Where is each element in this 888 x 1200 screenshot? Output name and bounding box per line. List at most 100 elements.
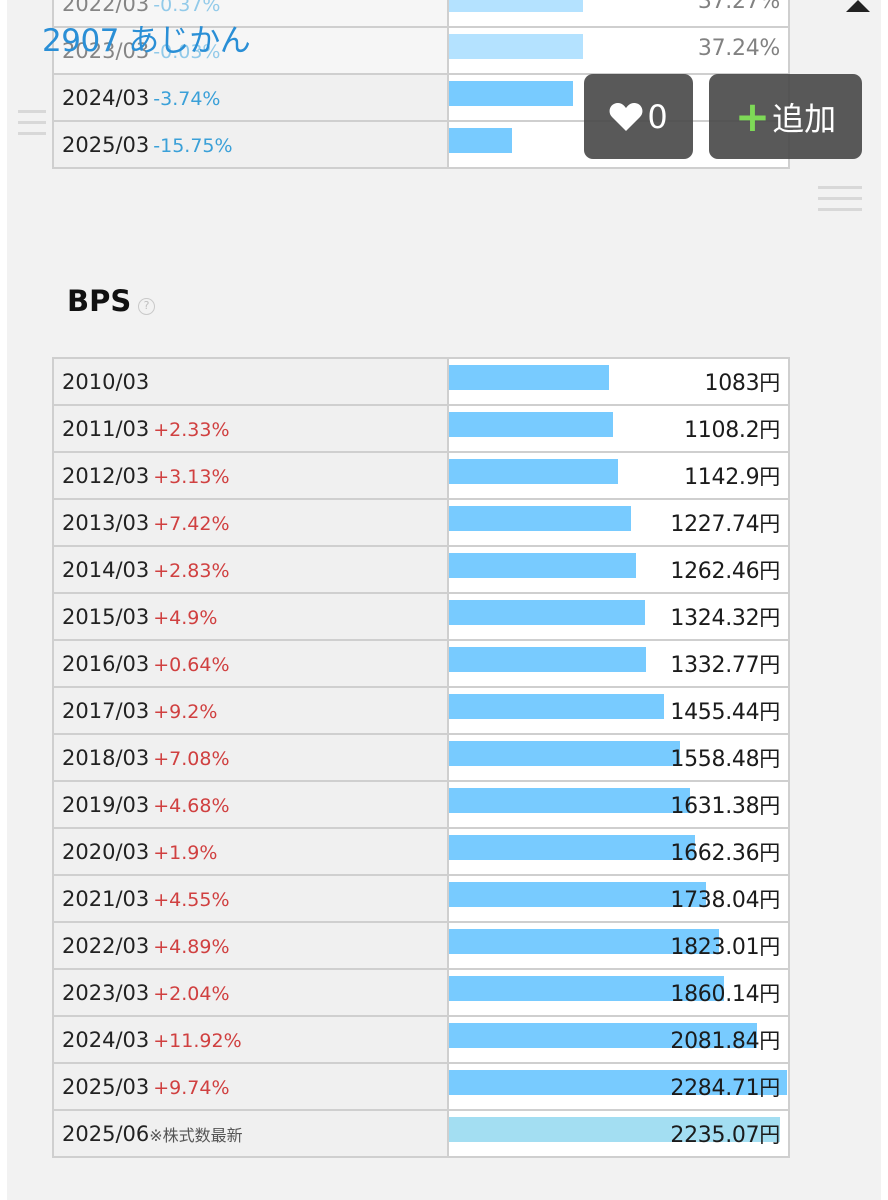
value-bar <box>449 788 690 813</box>
value-label: 1631.38円 <box>670 794 780 819</box>
value-label: 1262.46円 <box>670 559 780 584</box>
change-label: +1.9% <box>153 841 218 864</box>
year-label: 2012/03 <box>62 463 150 488</box>
like-button[interactable]: 0 <box>584 74 693 159</box>
value-label: 1662.36円 <box>670 841 780 866</box>
year-label: 2022/03 <box>62 933 150 958</box>
header-bar: 2907 あじかん <box>0 0 888 72</box>
note-label: ※株式数最新 <box>149 1125 243 1145</box>
unit-label: 円 <box>759 512 780 536</box>
value-label: 1558.48円 <box>670 747 780 772</box>
value-label: 1142.9円 <box>684 465 780 490</box>
year-cell: 2011/03 +2.33% <box>52 404 449 453</box>
value-label: 1332.77円 <box>670 653 780 678</box>
table-row: 2018/03 +7.08% 1558.48円 <box>52 733 790 782</box>
value-cell: 1324.32円 <box>447 592 790 641</box>
year-cell: 2015/03 +4.9% <box>52 592 449 641</box>
value-label: 1823.01円 <box>670 935 780 960</box>
unit-label: 円 <box>759 606 780 630</box>
value-label: 1083円 <box>704 371 781 396</box>
value-bar <box>449 835 695 860</box>
unit-label: 円 <box>759 982 780 1006</box>
unit-label: 円 <box>759 747 780 771</box>
year-cell: 2017/03 +9.2% <box>52 686 449 735</box>
change-label: +4.68% <box>153 794 230 817</box>
change-label: +11.92% <box>153 1029 242 1052</box>
year-label: 2016/03 <box>62 651 150 676</box>
value-cell: 1662.36円 <box>447 827 790 876</box>
table-row: 2023/03 -0.03% 37.24% <box>52 26 790 75</box>
value-cell: 1455.44円 <box>447 686 790 735</box>
value-cell: 2081.84円 <box>447 1015 790 1064</box>
unit-label: 円 <box>759 700 780 724</box>
year-label: 2015/03 <box>62 604 150 629</box>
value-label: 1455.44円 <box>670 700 780 725</box>
unit-label: 円 <box>759 794 780 818</box>
year-cell: 2022/03 +4.89% <box>52 921 449 970</box>
year-label: 2024/03 <box>62 1027 150 1052</box>
value-cell: 37.24% <box>447 26 790 75</box>
value-bar <box>449 929 719 954</box>
table-row: 2016/03 +0.64% 1332.77円 <box>52 639 790 688</box>
bps-table: 2010/03 1083円 2011/03 +2.33% 1108.2円 2012/03 +… <box>52 357 790 1158</box>
question-circle-icon[interactable]: ? <box>138 298 155 315</box>
value-label: 2081.84円 <box>670 1029 780 1054</box>
change-label: +4.89% <box>153 935 230 958</box>
menu-icon-right[interactable] <box>818 186 862 219</box>
year-cell: 2013/03 +7.42% <box>52 498 449 547</box>
table-row: 2015/03 +4.9% 1324.32円 <box>52 592 790 641</box>
scroll-to-top-icon[interactable] <box>844 0 872 14</box>
year-cell: 2025/03 +9.74% <box>52 1062 449 1111</box>
value-label: 1227.74円 <box>670 512 780 537</box>
year-label: 2018/03 <box>62 745 150 770</box>
year-cell: 2016/03 +0.64% <box>52 639 449 688</box>
table-row: 2021/03 +4.55% 1738.04円 <box>52 874 790 923</box>
value-label: 1108.2円 <box>684 418 780 443</box>
year-cell: 2025/03 -15.75% <box>52 120 449 169</box>
table-row: 2012/03 +3.13% 1142.9円 <box>52 451 790 500</box>
year-cell: 2019/03 +4.68% <box>52 780 449 829</box>
year-label: 2017/03 <box>62 698 150 723</box>
table-row: 2017/03 +9.2% 1455.44円 <box>52 686 790 735</box>
value-bar <box>449 459 618 484</box>
unit-label: 円 <box>759 371 780 395</box>
change-label: +7.42% <box>153 512 230 535</box>
year-cell: 2018/03 +7.08% <box>52 733 449 782</box>
menu-icon[interactable] <box>18 110 46 143</box>
year-label: 2023/03 <box>62 980 150 1005</box>
value-cell: 1262.46円 <box>447 545 790 594</box>
section-title-bps: BPS <box>67 284 132 318</box>
value-bar <box>449 365 609 390</box>
value-bar <box>449 553 636 578</box>
table-row: 2022/03 -0.37% 37.27% <box>52 0 790 28</box>
change-label: +3.13% <box>153 465 230 488</box>
value-label: 1738.04円 <box>670 888 780 913</box>
value-bar <box>449 1023 757 1048</box>
year-label: 2019/03 <box>62 792 150 817</box>
table-row: 2025/03 +9.74% 2284.71円 <box>52 1062 790 1111</box>
year-cell: 2022/03 -0.37% <box>52 0 449 28</box>
change-label: +7.08% <box>153 747 230 770</box>
year-cell: 2024/03 +11.92% <box>52 1015 449 1064</box>
value-cell: 37.27% <box>447 0 790 28</box>
year-label: 2020/03 <box>62 839 150 864</box>
value-bar <box>449 128 512 153</box>
change-label: +9.74% <box>153 1076 230 1099</box>
change-label: -0.37% <box>153 0 221 16</box>
year-cell: 2010/03 <box>52 357 449 406</box>
value-cell: 1083円 <box>447 357 790 406</box>
year-label: 2025/03 <box>62 132 150 157</box>
table-row: 2025/06※株式数最新 2235.07円 <box>52 1109 790 1158</box>
year-label: 2021/03 <box>62 886 150 911</box>
value-cell: 1142.9円 <box>447 451 790 500</box>
value-cell: 1332.77円 <box>447 639 790 688</box>
value-cell: 1823.01円 <box>447 921 790 970</box>
table-row: 2010/03 1083円 <box>52 357 790 406</box>
change-label: -0.03% <box>153 40 221 63</box>
add-button[interactable]: + 追加 <box>709 74 862 159</box>
table-row: 2013/03 +7.42% 1227.74円 <box>52 498 790 547</box>
value-bar <box>449 647 646 672</box>
unit-label: 円 <box>759 1076 780 1100</box>
change-label: +2.83% <box>153 559 230 582</box>
stock-title-link[interactable]: 2907 あじかん <box>42 23 251 59</box>
